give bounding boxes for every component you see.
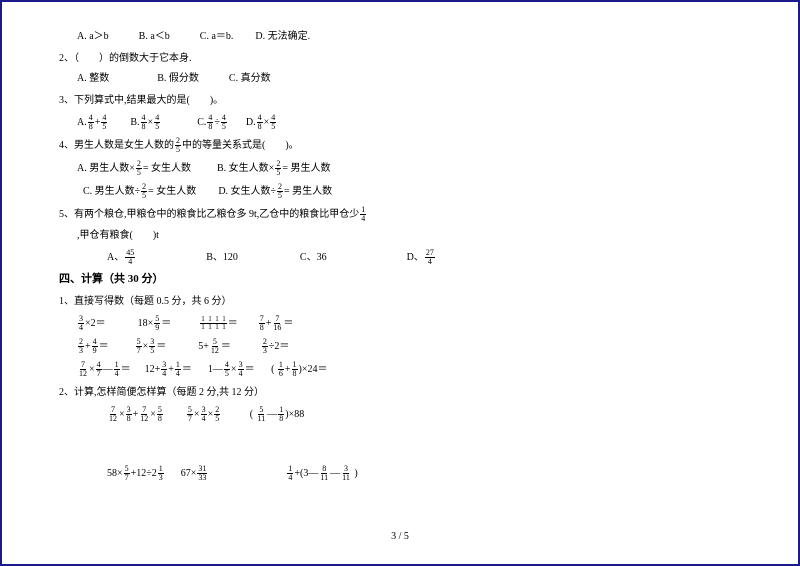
q2-c: C. 真分数	[229, 72, 271, 86]
q5-stem2: ,甲仓有粮食( )t	[77, 229, 717, 243]
q5-stem: 5、有两个粮仓,甲粮仓中的粮食比乙粮仓多 9t,乙仓中的粮食比甲仓少 14	[59, 206, 717, 223]
p1-title: 1、直接写得数（每题 0.5 分，共 6 分）	[59, 295, 717, 309]
q2-b: B. 假分数	[157, 72, 199, 86]
page-content: A. a＞b B. a＜b C. a＝b. D. 无法确定. 2、（ ）的倒数大…	[77, 30, 717, 488]
calc-row-2: 23 + 49 ＝ 57 × 35 ＝ 5+ 512 ＝ 23 ÷2＝	[77, 338, 717, 355]
calc-row-1: 34 ×2＝ 18× 59 ＝ 1 1 1 11 1 1 1 ＝ 78 + 71…	[77, 315, 717, 332]
q3-d: D.	[246, 116, 256, 130]
q4-opts-ab: A. 男生人数× 25 = 女生人数 B. 女生人数× 25 = 男生人数	[77, 160, 717, 177]
section-4-title: 四、计算（共 30 分）	[59, 272, 717, 287]
q3-options: A. 48 + 45 B. 48 × 45 C. 48 ÷ 45 D. 48 ×…	[77, 114, 717, 131]
q2-a: A. 整数	[77, 72, 109, 86]
q5-opts: A、 454 B、120 C、36 D、 274	[77, 249, 717, 266]
calc-row-4: 712 × 38 + 712 × 58 57 × 34 × 25 ( 511 —…	[77, 406, 717, 423]
page-number: 3 / 5	[2, 531, 798, 542]
q2-stem: 2、（ ）的倒数大于它本身.	[77, 52, 717, 66]
q4-opts-cd: C. 男生人数÷ 25 = 女生人数 D. 女生人数÷ 25 = 男生人数	[77, 183, 717, 200]
opt-d: D. 无法确定.	[255, 30, 310, 44]
opt-c: C. a＝b.	[200, 30, 234, 44]
q1-options: A. a＞b B. a＜b C. a＝b. D. 无法确定.	[77, 30, 717, 44]
document-page: A. a＞b B. a＜b C. a＝b. D. 无法确定. 2、（ ）的倒数大…	[0, 0, 800, 566]
calc-row-3: 712 × 47 — 14 ＝ 12+ 34 + 14 ＝ 1— 45 × 34…	[77, 361, 717, 378]
opt-b: B. a＜b	[139, 30, 170, 44]
q2-options: A. 整数 B. 假分数 C. 真分数	[77, 72, 717, 86]
q4-stem: 4、男生人数是女生人数的 25 中的等量关系式是( )。	[59, 137, 717, 154]
opt-a: A. a＞b	[77, 30, 109, 44]
q3-b: B.	[130, 116, 139, 130]
q3-c: C.	[197, 116, 206, 130]
q3-stem: 3、下列算式中,结果最大的是( )。	[59, 94, 717, 108]
p2-title: 2、计算,怎样简便怎样算（每题 2 分,共 12 分）	[59, 386, 717, 400]
calc-row-5: 58× 57 + 12÷2 13 67× 3133 14 +(3— 811 — …	[77, 465, 717, 482]
q3-a: A.	[77, 116, 87, 130]
